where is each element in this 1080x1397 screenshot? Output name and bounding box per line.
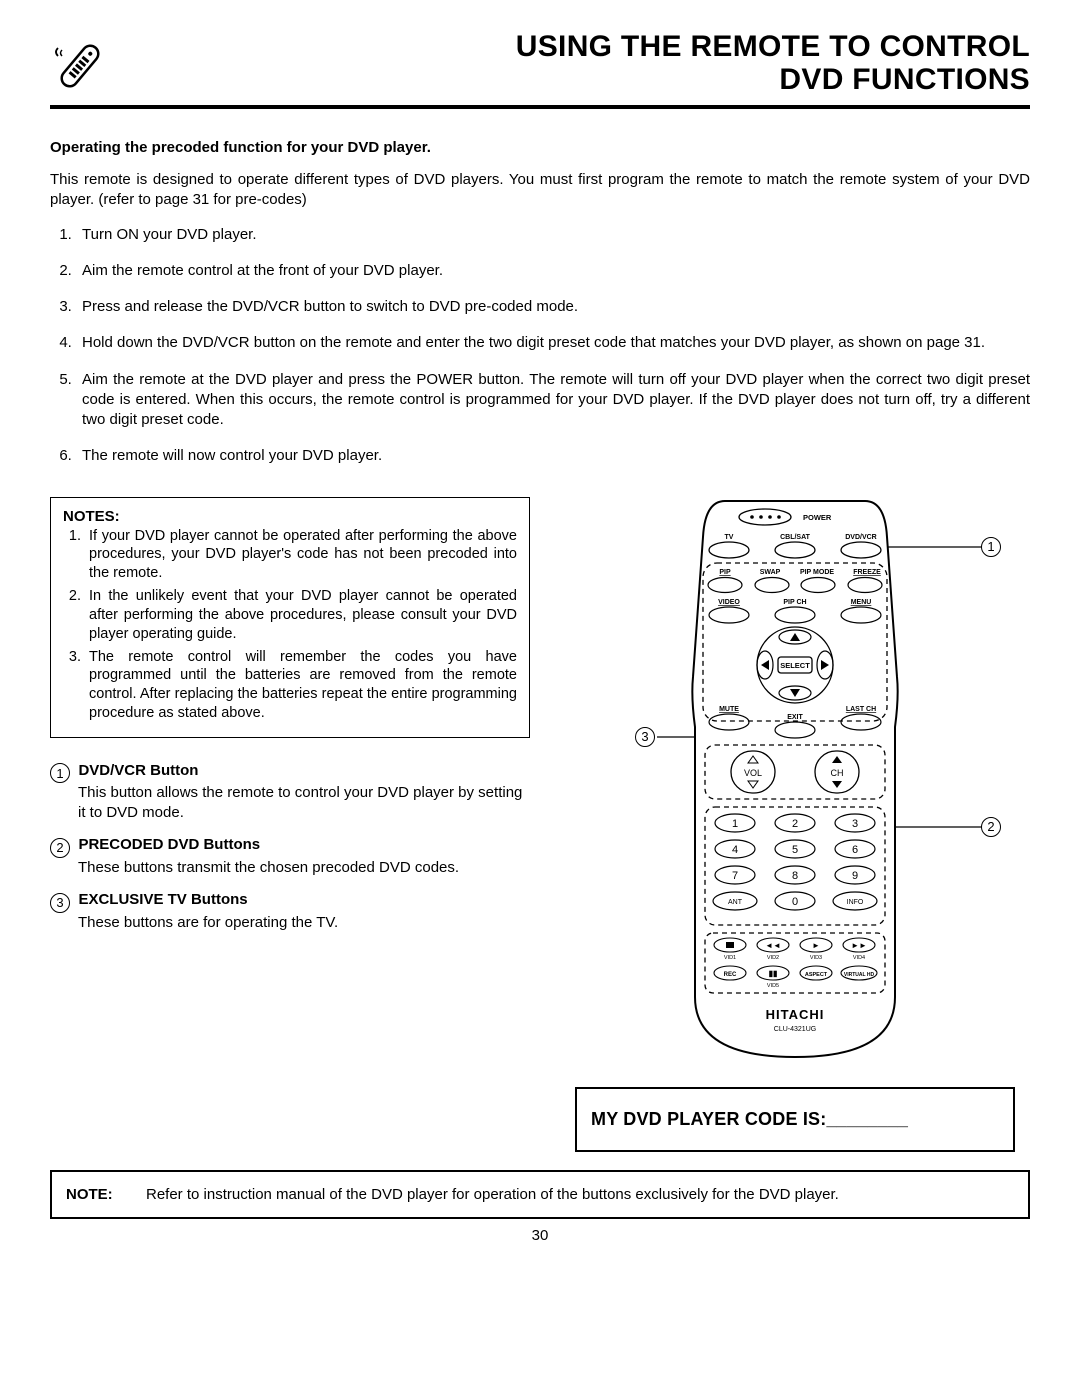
remote-icon: [50, 36, 110, 101]
svg-text:PIP CH: PIP CH: [783, 599, 806, 606]
button-3-name: EXCLUSIVE TV Buttons: [78, 891, 247, 908]
svg-text:ASPECT: ASPECT: [805, 972, 828, 978]
svg-text:REC: REC: [724, 972, 737, 978]
notes-title: NOTES:: [63, 508, 517, 525]
note-item: The remote control will remember the cod…: [85, 648, 517, 723]
button-desc-3: 3 EXCLUSIVE TV Buttons These buttons are…: [50, 891, 530, 932]
notes-box: NOTES: If your DVD player cannot be oper…: [50, 497, 530, 738]
svg-text:MENU: MENU: [851, 599, 872, 606]
svg-text:VID1: VID1: [724, 955, 736, 961]
svg-text:7: 7: [732, 870, 738, 882]
button-desc-2: 2 PRECODED DVD Buttons These buttons tra…: [50, 836, 530, 877]
code-label: MY DVD PLAYER CODE IS:________: [591, 1109, 908, 1129]
svg-text:9: 9: [852, 870, 858, 882]
svg-text:VID4: VID4: [853, 955, 865, 961]
svg-text:PIP MODE: PIP MODE: [800, 569, 834, 576]
button-1-name: DVD/VCR Button: [78, 762, 198, 779]
svg-text:FREEZE: FREEZE: [853, 569, 881, 576]
svg-text:►►: ►►: [851, 941, 867, 950]
svg-text:5: 5: [792, 844, 798, 856]
svg-text:1: 1: [732, 818, 738, 830]
step-item: Press and release the DVD/VCR button to …: [76, 297, 1030, 317]
button-1-text: This button allows the remote to control…: [78, 783, 530, 822]
svg-text:INFO: INFO: [847, 899, 864, 906]
svg-text:SELECT: SELECT: [780, 661, 810, 670]
callout-1: 1: [981, 537, 1001, 557]
page-header: USING THE REMOTE TO CONTROL DVD FUNCTION…: [50, 30, 1030, 109]
page-number: 30: [50, 1227, 1030, 1244]
svg-text:8: 8: [792, 870, 798, 882]
title-line-2: DVD FUNCTIONS: [130, 63, 1030, 96]
svg-text:PIP: PIP: [719, 569, 731, 576]
code-box: MY DVD PLAYER CODE IS:________: [575, 1087, 1015, 1152]
step-item: Aim the remote control at the front of y…: [76, 261, 1030, 281]
svg-text:CBL/SAT: CBL/SAT: [780, 534, 811, 541]
callout-2: 2: [981, 817, 1001, 837]
svg-text:POWER: POWER: [803, 513, 832, 522]
svg-text:HITACHI: HITACHI: [766, 1007, 825, 1022]
step-item: Turn ON your DVD player.: [76, 225, 1030, 245]
note-item: In the unlikely event that your DVD play…: [85, 587, 517, 644]
step-item: The remote will now control your DVD pla…: [76, 446, 1030, 466]
step-item: Hold down the DVD/VCR button on the remo…: [76, 333, 1030, 353]
svg-text:►: ►: [812, 941, 820, 950]
svg-text:VOL: VOL: [744, 768, 762, 778]
section-heading: Operating the precoded function for your…: [50, 139, 1030, 156]
button-3-text: These buttons are for operating the TV.: [78, 913, 530, 933]
step-item: Aim the remote at the DVD player and pre…: [76, 370, 1030, 431]
circled-3: 3: [50, 893, 70, 913]
svg-text:DVD/VCR: DVD/VCR: [845, 534, 877, 541]
button-2-text: These buttons transmit the chosen precod…: [78, 858, 530, 878]
intro-paragraph: This remote is designed to operate diffe…: [50, 170, 1030, 211]
svg-text:VID3: VID3: [810, 955, 822, 961]
svg-text:◄◄: ◄◄: [765, 941, 781, 950]
page-title: USING THE REMOTE TO CONTROL DVD FUNCTION…: [130, 30, 1030, 96]
svg-text:MUTE: MUTE: [719, 706, 739, 713]
circled-2: 2: [50, 838, 70, 858]
callout-3: 3: [635, 727, 655, 747]
svg-text:2: 2: [792, 818, 798, 830]
svg-text:VID5: VID5: [767, 983, 779, 989]
svg-text:VID2: VID2: [767, 955, 779, 961]
svg-text:3: 3: [852, 818, 858, 830]
svg-text:CH: CH: [831, 768, 844, 778]
svg-text:CLU-4321UG: CLU-4321UG: [774, 1026, 816, 1033]
bottom-note: NOTE: Refer to instruction manual of the…: [50, 1170, 1030, 1219]
bottom-note-text: Refer to instruction manual of the DVD p…: [146, 1186, 839, 1203]
button-2-name: PRECODED DVD Buttons: [78, 836, 260, 853]
title-line-1: USING THE REMOTE TO CONTROL: [130, 30, 1030, 63]
svg-text:ANT: ANT: [728, 899, 743, 906]
svg-text:EXIT: EXIT: [787, 714, 803, 721]
svg-text:VIDEO: VIDEO: [718, 599, 740, 606]
svg-text:SWAP: SWAP: [760, 569, 781, 576]
svg-text:▮▮: ▮▮: [769, 969, 778, 978]
svg-text:LAST CH: LAST CH: [846, 706, 876, 713]
button-desc-1: 1 DVD/VCR Button This button allows the …: [50, 762, 530, 823]
svg-text:TV: TV: [725, 534, 734, 541]
circled-1: 1: [50, 763, 70, 783]
remote-diagram: 1 2 3 POWER TV CBL/SAT DVD/VCR: [585, 497, 1005, 1067]
note-item: If your DVD player cannot be operated af…: [85, 527, 517, 584]
steps-list: Turn ON your DVD player. Aim the remote …: [50, 225, 1030, 467]
svg-text:VIRTUAL HD: VIRTUAL HD: [844, 972, 875, 978]
svg-text:6: 6: [852, 844, 858, 856]
bottom-note-label: NOTE:: [66, 1186, 126, 1203]
svg-text:4: 4: [732, 844, 738, 856]
svg-text:0: 0: [792, 896, 798, 908]
